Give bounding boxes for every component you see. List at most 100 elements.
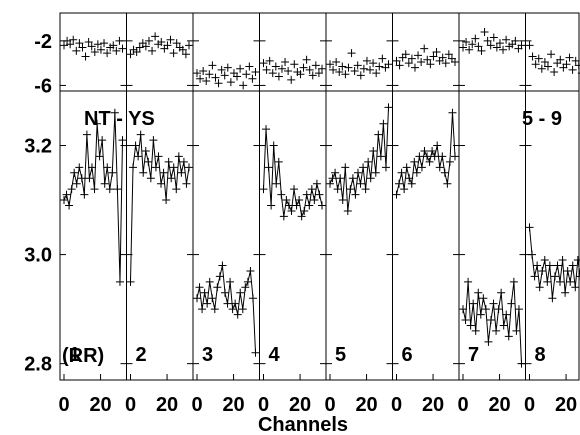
top-data-point: [60, 41, 68, 50]
main-data-point: [412, 168, 421, 177]
main-data-point: [264, 163, 273, 172]
top-data-point: [78, 43, 87, 52]
main-data-point: [576, 272, 580, 281]
top-data-point: [378, 54, 387, 63]
top-data-point: [169, 49, 178, 58]
top-data-point: [366, 65, 375, 74]
main-data-point: [154, 152, 163, 161]
main-data-point: [236, 288, 245, 297]
main-data-point: [210, 305, 219, 314]
top-data-point: [537, 64, 546, 73]
top-data-point: [401, 50, 410, 59]
top-data-point: [135, 43, 144, 52]
main-data-point: [87, 163, 96, 172]
main-data-point: [272, 179, 281, 188]
panel-number-label: 6: [402, 344, 413, 366]
top-data-point: [66, 40, 75, 49]
main-y-tick-label: 2.8: [24, 354, 52, 376]
top-data-point: [492, 43, 501, 52]
main-data-point: [241, 283, 250, 292]
main-data-point: [115, 277, 124, 286]
main-data-point: [530, 272, 539, 281]
main-data-point: [113, 185, 122, 194]
top-data-point: [468, 40, 477, 49]
main-data-point: [371, 168, 380, 177]
top-data-point: [205, 70, 214, 79]
main-data-point: [379, 119, 388, 128]
top-data-point: [141, 42, 150, 51]
main-data-point: [108, 168, 117, 177]
main-data-point: [509, 277, 518, 286]
top-data-point: [251, 68, 260, 77]
main-data-point: [381, 163, 390, 172]
top-data-point: [69, 35, 78, 44]
main-data-point: [226, 277, 235, 286]
main-data-point: [464, 277, 473, 286]
main-data-point: [545, 261, 554, 270]
main-data-point: [571, 283, 580, 292]
main-data-point: [80, 190, 89, 199]
main-data-point: [528, 250, 537, 259]
top-data-point: [262, 65, 271, 74]
top-data-point: [109, 41, 118, 50]
main-data-point: [489, 299, 498, 308]
top-data-point: [268, 69, 277, 78]
main-data-point: [290, 185, 299, 194]
main-data-point: [228, 305, 237, 314]
main-data-point: [72, 179, 81, 188]
top-data-point: [511, 36, 520, 45]
main-data-point: [440, 168, 449, 177]
panel-number-label: 1: [69, 344, 80, 366]
top-data-point: [547, 50, 556, 59]
main-data-point: [474, 288, 483, 297]
main-data-point: [231, 299, 240, 308]
main-data-point: [203, 299, 212, 308]
top-data-point: [420, 44, 429, 53]
main-data-point: [556, 277, 565, 286]
x-tick-label: 0: [324, 394, 335, 416]
panel-number-label: 2: [136, 344, 147, 366]
top-data-point: [208, 61, 217, 70]
main-data-point: [566, 277, 575, 286]
panel-number-label: 4: [269, 344, 281, 366]
top-data-point: [311, 61, 320, 70]
main-data-point: [338, 196, 347, 205]
top-data-point: [196, 74, 205, 83]
main-data-point: [198, 305, 207, 314]
main-data-point: [174, 152, 183, 161]
main-data-point: [136, 130, 145, 139]
top-data-point: [72, 46, 81, 55]
main-data-point: [348, 174, 357, 183]
top-data-point: [395, 61, 404, 70]
top-data-point: [471, 34, 480, 43]
main-data-point: [517, 359, 526, 368]
x-tick-label: 0: [191, 394, 202, 416]
main-data-point: [315, 190, 324, 199]
top-data-point: [517, 41, 526, 50]
main-data-point: [533, 261, 542, 270]
top-data-point: [172, 39, 181, 48]
top-data-point: [87, 42, 96, 51]
main-data-point: [151, 163, 160, 172]
top-data-point: [480, 27, 489, 36]
main-data-point: [400, 185, 409, 194]
top-data-point: [299, 63, 308, 72]
top-data-point: [84, 37, 93, 46]
top-data-point: [462, 37, 471, 46]
main-data-point: [430, 152, 439, 161]
top-data-point: [369, 59, 378, 68]
main-data-point: [233, 310, 242, 319]
top-data-point: [132, 48, 141, 56]
main-data-point: [146, 174, 155, 183]
main-data-point: [438, 152, 447, 161]
top-data-point: [341, 70, 350, 79]
main-data-point: [267, 201, 276, 210]
panel-frames: [59, 12, 580, 381]
main-data-point: [417, 163, 426, 172]
top-data-point: [103, 49, 112, 58]
main-data-point: [374, 130, 383, 139]
top-data-point: [540, 58, 549, 67]
top-data-point: [90, 48, 99, 56]
top-data-point: [202, 76, 211, 85]
main-data-point: [126, 277, 135, 286]
